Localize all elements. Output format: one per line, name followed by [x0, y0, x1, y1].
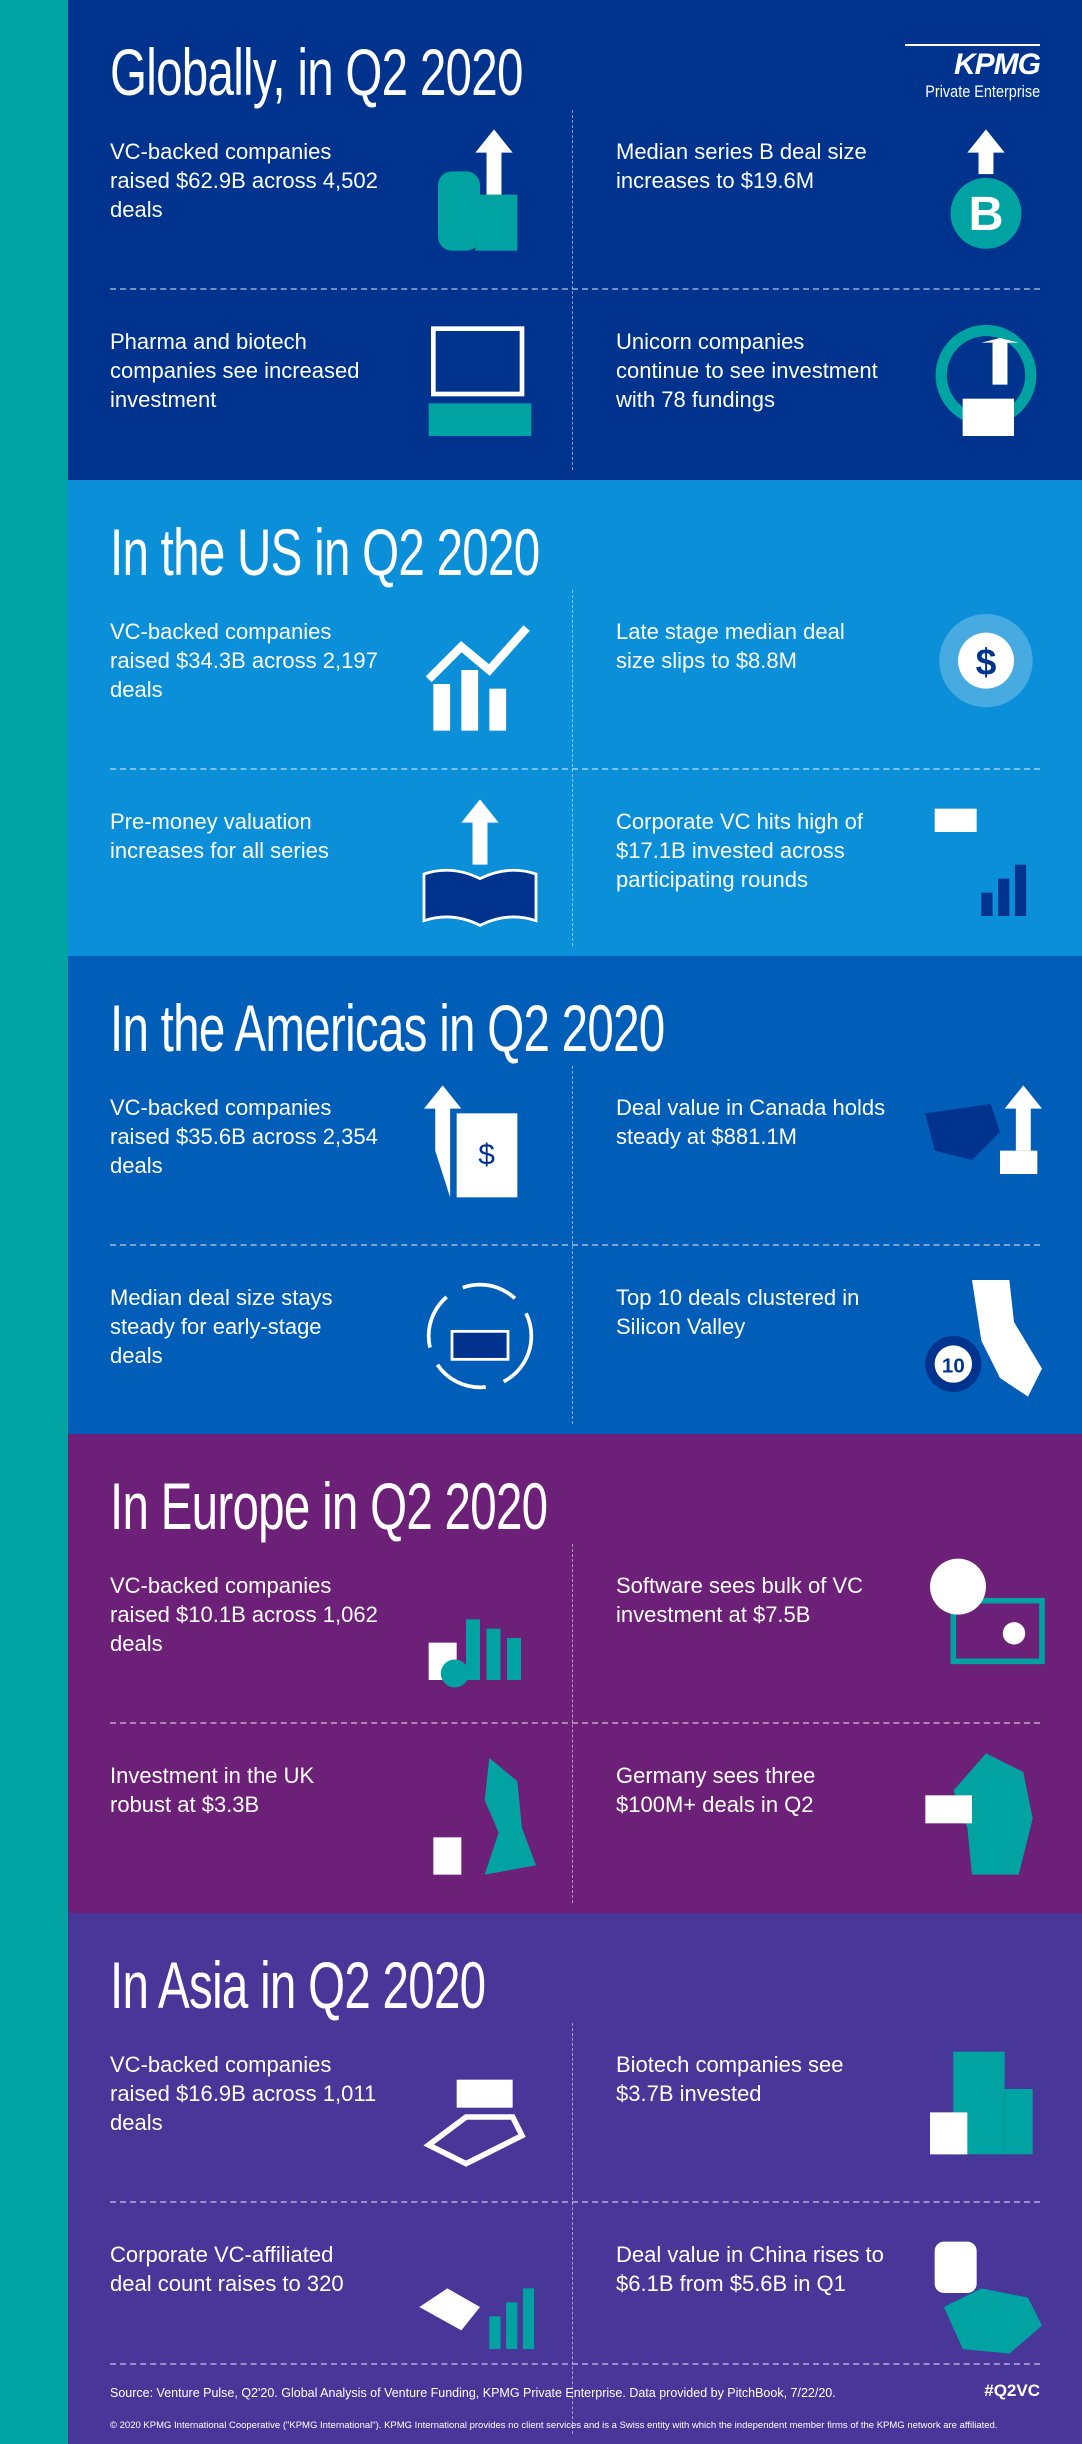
row-divider	[110, 768, 1040, 770]
stat-text: Unicorn companies continue to see invest…	[616, 329, 878, 412]
row-divider	[110, 1722, 1040, 1724]
stat-card: VC-backed companies raised $16.9B across…	[110, 2028, 560, 2198]
stat-card: Investment in the UK robust at $3.3B	[110, 1739, 560, 1909]
stat-text: VC-backed companies raised $62.9B across…	[110, 139, 378, 222]
letter-b-arrow-up-icon: B	[950, 129, 1022, 249]
china-map-coins-icon	[934, 2241, 1042, 2354]
money-stack-circle-arrow-icon	[935, 324, 1037, 436]
row-divider	[110, 2201, 1040, 2203]
stat-text: Late stage median deal size slips to $8.…	[616, 619, 845, 673]
teal-side-strip	[0, 0, 68, 2444]
germany-map-hand-money-icon	[925, 1753, 1033, 1875]
copyright-note: © 2020 KPMG International Cooperative ("…	[110, 2420, 998, 2431]
svg-text:$: $	[478, 1139, 495, 1172]
stat-text: Deal value in Canada holds steady at $88…	[616, 1095, 886, 1149]
stat-text: VC-backed companies raised $10.1B across…	[110, 1573, 378, 1656]
section-europe: In Europe in Q2 2020 VC-backed companies …	[68, 1434, 1082, 1913]
row-divider	[110, 288, 1040, 290]
canada-map-money-icon	[925, 1085, 1042, 1174]
stat-card: Biotech companies see $3.7B invested	[616, 2028, 1066, 2198]
column-divider	[572, 1544, 573, 1903]
column-divider	[572, 1066, 573, 1424]
stat-text: Top 10 deals clustered in Silicon Valley	[616, 1285, 860, 1339]
stat-card: Median series B deal size increases to $…	[616, 115, 1066, 285]
monitor-gears-icon	[930, 1558, 1045, 1665]
microscope-pill-chart-icon	[428, 326, 532, 436]
stat-text: Pre-money valuation increases for all se…	[110, 809, 329, 863]
hand-money-bars-icon	[934, 808, 1027, 916]
california-magnifier-icon: 10	[925, 1280, 1042, 1397]
stat-text: Median series B deal size increases to $…	[616, 139, 867, 193]
kpmg-logo: KPMG Private Enterprise	[904, 44, 1041, 102]
section-us: In the US in Q2 2020 VC-backed companies …	[68, 480, 1082, 956]
stat-card: VC-backed companies raised $62.9B across…	[110, 115, 560, 285]
dollar-donut-arrow-down-icon: $	[939, 614, 1033, 708]
stat-text: Pharma and biotech companies see increas…	[110, 329, 360, 412]
stat-text: Corporate VC-affiliated deal count raise…	[110, 2242, 344, 2296]
column-divider	[572, 110, 573, 470]
stat-card: Corporate VC hits high of $17.1B investe…	[616, 785, 1066, 955]
stat-card: Corporate VC-affiliated deal count raise…	[110, 2218, 560, 2388]
section-title: Globally, in Q2 2020	[110, 35, 523, 109]
uk-map-coins-icon	[433, 1758, 536, 1875]
stat-card: Pre-money valuation increases for all se…	[110, 785, 560, 955]
stat-card: Deal value in Canada holds steady at $88…	[616, 1071, 1066, 1241]
section-title: In the US in Q2 2020	[110, 515, 540, 589]
column-divider	[572, 590, 573, 946]
column-divider	[572, 2023, 573, 2434]
svg-text:$: $	[976, 641, 997, 683]
stat-card: Pharma and biotech companies see increas…	[110, 305, 560, 475]
stat-text: VC-backed companies raised $16.9B across…	[110, 2052, 377, 2135]
hand-money-arrows-icon	[423, 2079, 526, 2167]
dollar-scroll-arrow-icon: $	[424, 1085, 518, 1198]
stat-card: VC-backed companies raised $35.6B across…	[110, 1071, 560, 1241]
money-cycle-icon	[426, 1282, 534, 1390]
stat-text: Median deal size stays steady for early-…	[110, 1285, 333, 1368]
section-title: In Asia in Q2 2020	[110, 1948, 486, 2022]
stat-card: VC-backed companies raised $10.1B across…	[110, 1549, 560, 1719]
stat-text: Software sees bulk of VC investment at $…	[616, 1573, 864, 1627]
section-title: In Europe in Q2 2020	[110, 1469, 548, 1543]
stat-card: Unicorn companies continue to see invest…	[616, 305, 1066, 475]
stat-card: Late stage median deal size slips to $8.…	[616, 595, 1066, 765]
stat-text: VC-backed companies raised $34.3B across…	[110, 619, 378, 702]
coins-bar-chart-down-icon	[428, 1619, 522, 1688]
handshake-chart-icon	[419, 2288, 535, 2349]
bar-chart-trend-up-icon	[425, 625, 530, 731]
stat-card: VC-backed companies raised $34.3B across…	[110, 595, 560, 765]
section-title: In the Americas in Q2 2020	[110, 991, 665, 1065]
stat-text: VC-backed companies raised $35.6B across…	[110, 1095, 378, 1178]
svg-text:10: 10	[942, 1354, 965, 1377]
stat-text: Investment in the UK robust at $3.3B	[110, 1763, 315, 1817]
stat-card: Top 10 deals clustered in Silicon Valley…	[616, 1261, 1066, 1431]
stat-text: Deal value in China rises to $6.1B from …	[616, 2242, 884, 2296]
section-asia: In Asia in Q2 2020 VC-backed companies ra…	[68, 1913, 1082, 2444]
source-note: Source: Venture Pulse, Q2'20. Global Ana…	[110, 2386, 836, 2400]
section-americas: In the Americas in Q2 2020 VC-backed comp…	[68, 956, 1082, 1434]
svg-text:B: B	[968, 187, 1003, 241]
row-divider	[110, 1244, 1040, 1246]
hashtag: #Q2VC	[984, 2381, 1040, 2400]
stat-text: Corporate VC hits high of $17.1B investe…	[616, 809, 864, 892]
footer-divider	[110, 2363, 1040, 2365]
building-dna-moneybag-icon	[930, 2051, 1033, 2155]
stat-card: Germany sees three $100M+ deals in Q2	[616, 1739, 1066, 1909]
section-global: Globally, in Q2 2020 VC-backed companies …	[68, 0, 1082, 480]
stat-text: Germany sees three $100M+ deals in Q2	[616, 1763, 816, 1817]
open-book-arrow-up-icon	[422, 799, 538, 927]
stat-card: Deal value in China rises to $6.1B from …	[616, 2218, 1066, 2388]
stat-card: Software sees bulk of VC investment at $…	[616, 1549, 1066, 1719]
stat-card: Median deal size stays steady for early-…	[110, 1261, 560, 1431]
stat-text: Biotech companies see $3.7B invested	[616, 2052, 844, 2106]
building-arrow-up-icon	[438, 129, 518, 251]
